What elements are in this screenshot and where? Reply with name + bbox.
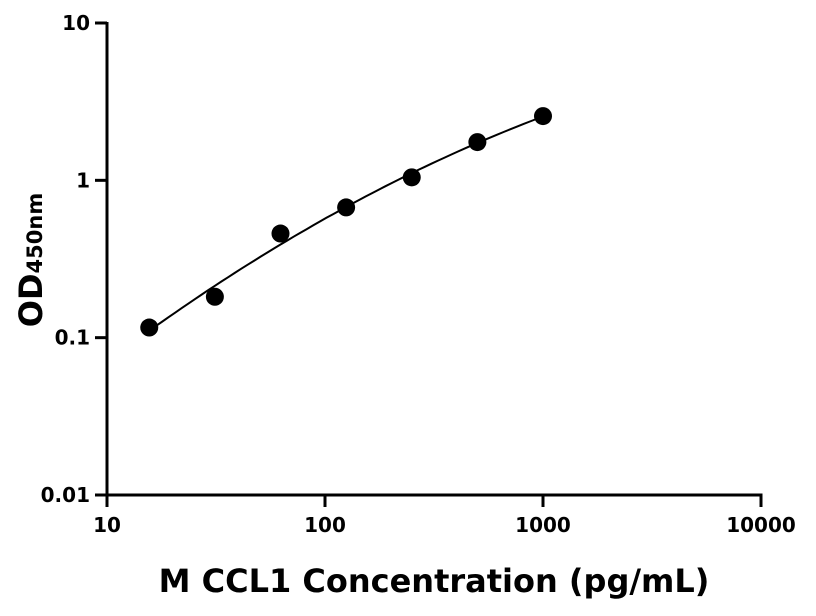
x-tick-label: 10000	[726, 513, 796, 537]
y-axis-label: OD450nm	[12, 193, 50, 327]
x-tick-label: 10	[93, 513, 121, 537]
data-point	[468, 133, 487, 152]
x-tick-label: 100	[304, 513, 346, 537]
y-axis-label-subscript: 450nm	[23, 193, 47, 274]
data-point	[402, 168, 421, 187]
data-points	[140, 107, 552, 337]
y-tick-label: 0.01	[41, 483, 90, 507]
axes: 0.01 0.1 1 10 10 100 1000 10000	[41, 11, 796, 537]
data-point	[534, 107, 552, 126]
y-axis-label-main: OD	[12, 273, 50, 327]
data-point	[271, 224, 290, 243]
x-tick-label: 1000	[515, 513, 571, 537]
data-point	[205, 287, 224, 306]
y-tick-label: 1	[76, 168, 90, 192]
x-axis-label: M CCL1 Concentration (pg/mL)	[159, 562, 710, 600]
y-tick-label: 0.1	[55, 326, 90, 350]
data-point	[140, 318, 159, 337]
y-tick-label: 10	[62, 11, 90, 35]
data-point	[337, 198, 356, 217]
